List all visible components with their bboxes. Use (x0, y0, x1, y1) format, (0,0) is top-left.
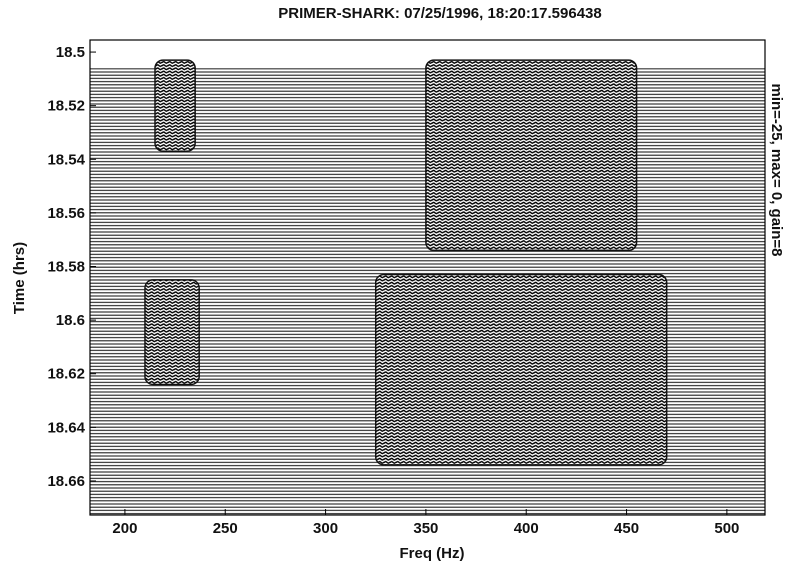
plot-frame (89, 39, 766, 516)
x-tick-label: 200 (112, 520, 137, 537)
y-tick-label: 18.54 (47, 151, 85, 168)
x-tick-label: 500 (714, 520, 739, 537)
chart-title: PRIMER-SHARK: 07/25/1996, 18:20:17.59643… (278, 5, 602, 22)
y-axis-label: Time (hrs) (11, 242, 28, 314)
energy-region (154, 59, 196, 152)
y-tick-label: 18.66 (47, 473, 85, 490)
energy-region (425, 59, 638, 252)
y-tick-label: 18.62 (47, 366, 85, 383)
energy-region (374, 273, 668, 466)
x-tick-label: 450 (614, 520, 639, 537)
y-tick-label: 18.56 (47, 205, 85, 222)
y-tick-label: 18.58 (47, 259, 85, 276)
annotation: min=-25, max= 0, gain=8 (768, 83, 785, 256)
y-tick-label: 18.52 (47, 98, 85, 115)
y-tick-label: 18.64 (47, 419, 85, 436)
x-tick-label: 250 (213, 520, 238, 537)
y-tick-label: 18.6 (56, 312, 85, 329)
x-tick-label: 300 (313, 520, 338, 537)
x-axis-label: Freq (Hz) (400, 545, 465, 562)
x-tick-label: 400 (514, 520, 539, 537)
x-tick-label: 350 (413, 520, 438, 537)
y-tick-label: 18.5 (56, 44, 85, 61)
energy-region (144, 279, 200, 386)
